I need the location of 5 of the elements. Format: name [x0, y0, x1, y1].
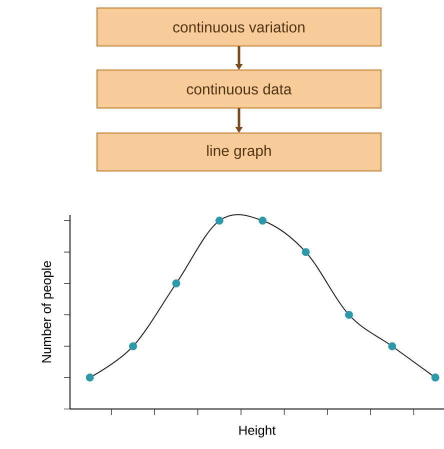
text: continuous data	[186, 84, 292, 94]
y-axis-title: Number of people	[42, 261, 54, 362]
text: continuous variation	[173, 22, 304, 32]
text: line graph	[207, 145, 271, 159]
x-axis-title: Height	[239, 425, 276, 438]
